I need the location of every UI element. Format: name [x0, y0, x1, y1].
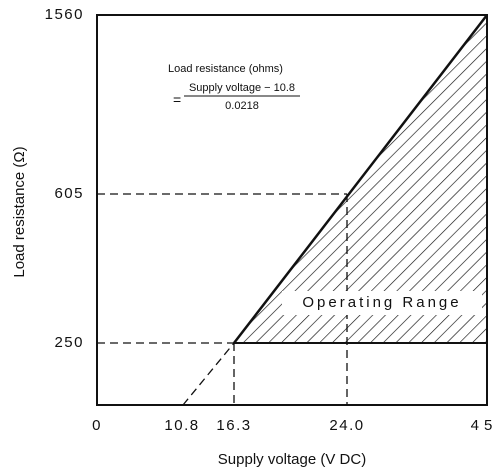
- x-tick-label: 45: [471, 417, 496, 434]
- y-tick-label: 250: [54, 334, 84, 351]
- limit-line: [233, 14, 488, 344]
- x-tick-label: 24.0: [329, 417, 364, 434]
- x-axis-label: Supply voltage (V DC): [218, 451, 366, 468]
- formula-equals: =: [173, 92, 181, 108]
- label-background: [282, 291, 482, 315]
- y-axis-label: Load resistance (Ω): [11, 146, 28, 277]
- y-tick-label: 605: [54, 185, 84, 202]
- formula-numerator: Supply voltage − 10.8: [189, 82, 295, 94]
- x-tick-label: 0: [92, 417, 102, 434]
- plot-frame: [96, 14, 488, 406]
- region-label: Operating Range: [302, 294, 461, 311]
- formula-denominator: 0.0218: [225, 100, 259, 112]
- x-tick-label: 16.3: [216, 417, 251, 434]
- formula-title: Load resistance (ohms): [168, 63, 283, 75]
- y-tick-label: 1560: [45, 6, 84, 23]
- x-tick-label: 10.8: [164, 417, 199, 434]
